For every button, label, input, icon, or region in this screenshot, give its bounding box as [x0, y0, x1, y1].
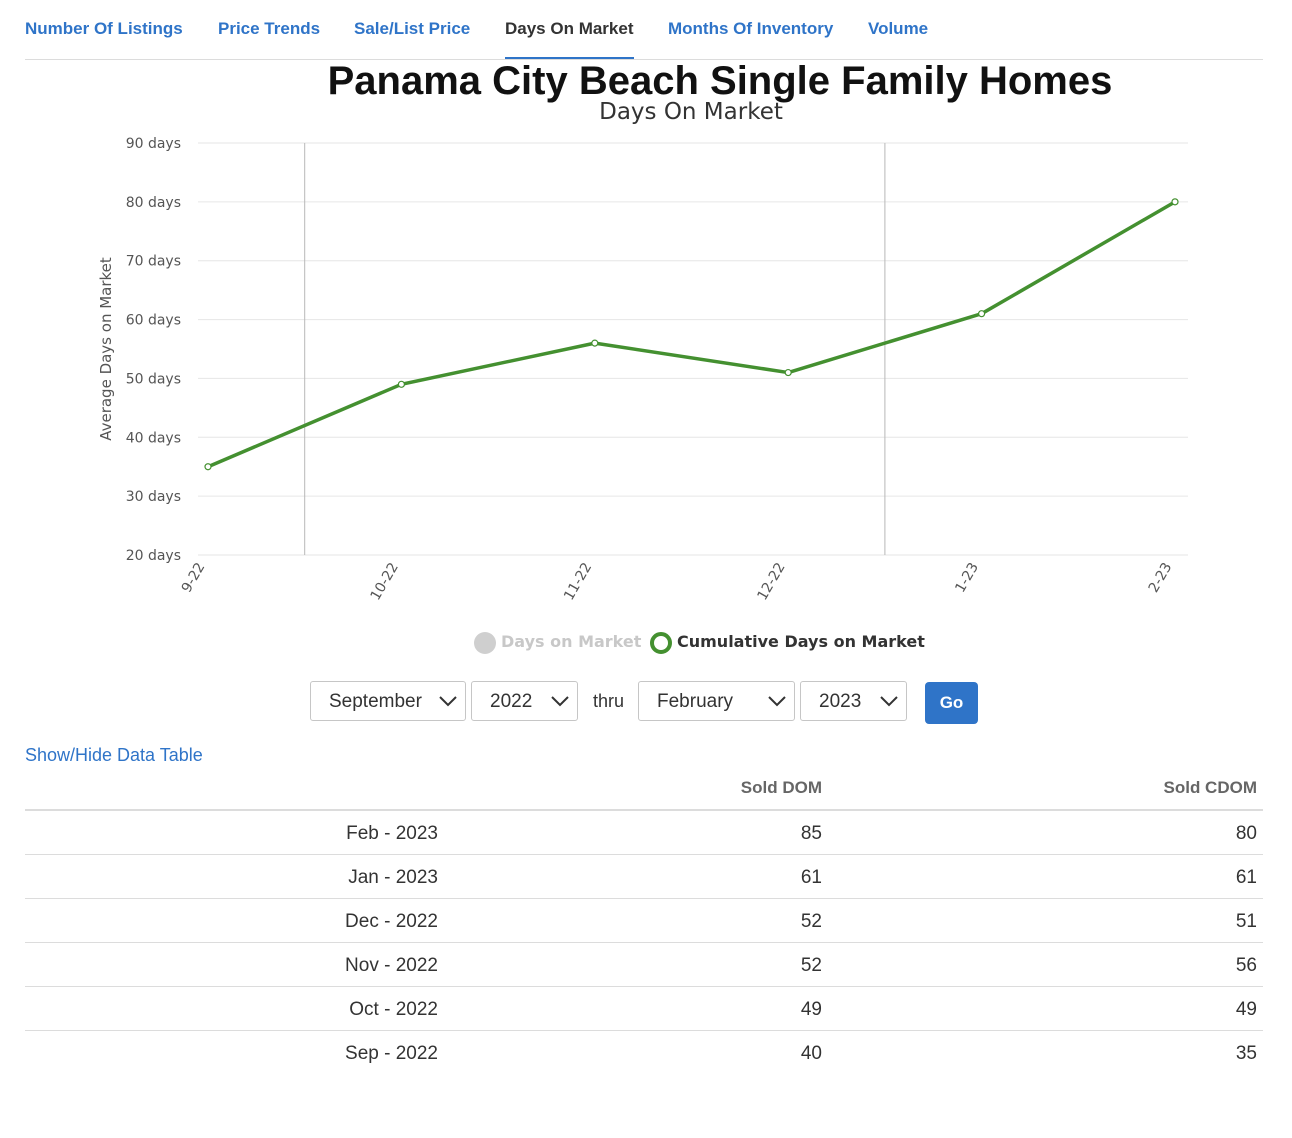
tab-sale-list-price[interactable]: Sale/List Price: [354, 19, 471, 38]
table-header-sold-dom: Sold DOM: [740, 778, 822, 797]
y-tick-label: 70 days: [126, 254, 181, 270]
table-cell-sold-cdom: 35: [1235, 1043, 1257, 1064]
legend-label-cumulative-days-on-market: Cumulative Days on Market: [677, 632, 925, 651]
chevron-down-icon: [768, 696, 786, 707]
table-cell-sold-dom: 52: [800, 955, 822, 976]
start-month-select[interactable]: September: [310, 681, 466, 721]
x-tick-label: 1-23: [952, 560, 982, 596]
data-table: Sold DOM Sold CDOM Feb - 2023 85 80 Jan …: [25, 766, 1263, 1074]
data-point: [204, 463, 212, 471]
legend-label-days-on-market: Days on Market: [501, 632, 642, 651]
table-cell-month: Dec - 2022: [345, 911, 438, 932]
x-tick-label: 10-22: [368, 560, 402, 603]
chart-title: Panama City Beach Single Family Homes: [327, 59, 1113, 103]
start-year-value: 2022: [490, 691, 533, 712]
thru-label: thru: [593, 691, 625, 711]
legend-marker-days-on-market: [474, 632, 496, 654]
y-tick-label: 30 days: [126, 489, 181, 505]
table-cell-sold-cdom: 80: [1235, 823, 1257, 844]
table-row: Feb - 2023 85 80: [25, 811, 1263, 855]
data-point: [591, 339, 599, 347]
table-cell-month: Feb - 2023: [346, 823, 438, 844]
y-tick-label: 40 days: [126, 430, 181, 446]
go-button[interactable]: Go: [925, 682, 978, 724]
table-cell-month: Oct - 2022: [349, 999, 438, 1020]
y-tick-label: 90 days: [126, 136, 181, 152]
table-row: Nov - 2022 52 56: [25, 943, 1263, 987]
table-cell-month: Nov - 2022: [345, 955, 438, 976]
table-cell-sold-dom: 40: [800, 1043, 822, 1064]
table-cell-sold-dom: 85: [800, 823, 822, 844]
chevron-down-icon: [439, 696, 457, 707]
chart-subtitle: Days On Market: [599, 99, 783, 125]
data-point: [397, 380, 405, 388]
series-line-cumulative-days-on-market: [207, 200, 1176, 469]
table-row: Oct - 2022 49 49: [25, 987, 1263, 1031]
chevron-down-icon: [551, 696, 569, 707]
end-month-value: February: [657, 691, 734, 712]
tab-number-of-listings[interactable]: Number Of Listings: [25, 19, 183, 38]
x-tick-label: 2-23: [1146, 560, 1176, 596]
start-year-select[interactable]: 2022: [471, 681, 578, 721]
end-year-value: 2023: [819, 691, 862, 712]
table-cell-sold-cdom: 49: [1235, 999, 1257, 1020]
data-point: [977, 310, 986, 318]
x-tick-label: 12-22: [754, 560, 788, 603]
chevron-down-icon: [880, 696, 898, 707]
table-cell-sold-dom: 61: [800, 867, 822, 888]
table-row: Jan - 2023 61 61: [25, 855, 1263, 899]
tab-months-of-inventory[interactable]: Months Of Inventory: [668, 19, 834, 38]
table-cell-sold-dom: 49: [800, 999, 822, 1020]
end-year-select[interactable]: 2023: [800, 681, 907, 721]
tab-price-trends[interactable]: Price Trends: [218, 19, 321, 38]
y-axis-title: Average Days on Market: [97, 257, 115, 441]
table-row: Sep - 2022 40 35: [25, 1031, 1263, 1074]
table-cell-month: Jan - 2023: [348, 867, 438, 888]
show-hide-data-table-link[interactable]: Show/Hide Data Table: [25, 745, 203, 765]
data-point: [784, 368, 792, 377]
table-header-sold-cdom: Sold CDOM: [1163, 778, 1258, 797]
y-tick-label: 50 days: [126, 371, 181, 387]
table-cell-sold-cdom: 56: [1235, 955, 1257, 976]
legend-marker-cumulative-days-on-market: [650, 632, 672, 654]
tab-bar: Number Of Listings Price Trends Sale/Lis…: [25, 0, 1263, 60]
tab-days-on-market[interactable]: Days On Market: [505, 19, 634, 59]
table-cell-sold-cdom: 51: [1235, 911, 1257, 932]
x-tick-label: 9-22: [179, 560, 209, 596]
start-month-value: September: [329, 691, 422, 712]
end-month-select[interactable]: February: [638, 681, 795, 721]
table-cell-month: Sep - 2022: [345, 1043, 438, 1064]
y-tick-label: 60 days: [126, 313, 181, 329]
y-tick-label: 20 days: [126, 548, 181, 564]
table-cell-sold-dom: 52: [800, 911, 822, 932]
x-tick-label: 11-22: [561, 560, 595, 603]
table-cell-sold-cdom: 61: [1235, 867, 1257, 888]
table-header-row: Sold DOM Sold CDOM: [25, 766, 1263, 811]
data-point: [1171, 198, 1179, 206]
table-row: Dec - 2022 52 51: [25, 899, 1263, 943]
y-tick-label: 80 days: [126, 195, 181, 211]
line-chart: 20 days 30 days 40 days 50 days 60 days 70 da…: [97, 136, 1188, 603]
tab-volume[interactable]: Volume: [868, 19, 929, 38]
